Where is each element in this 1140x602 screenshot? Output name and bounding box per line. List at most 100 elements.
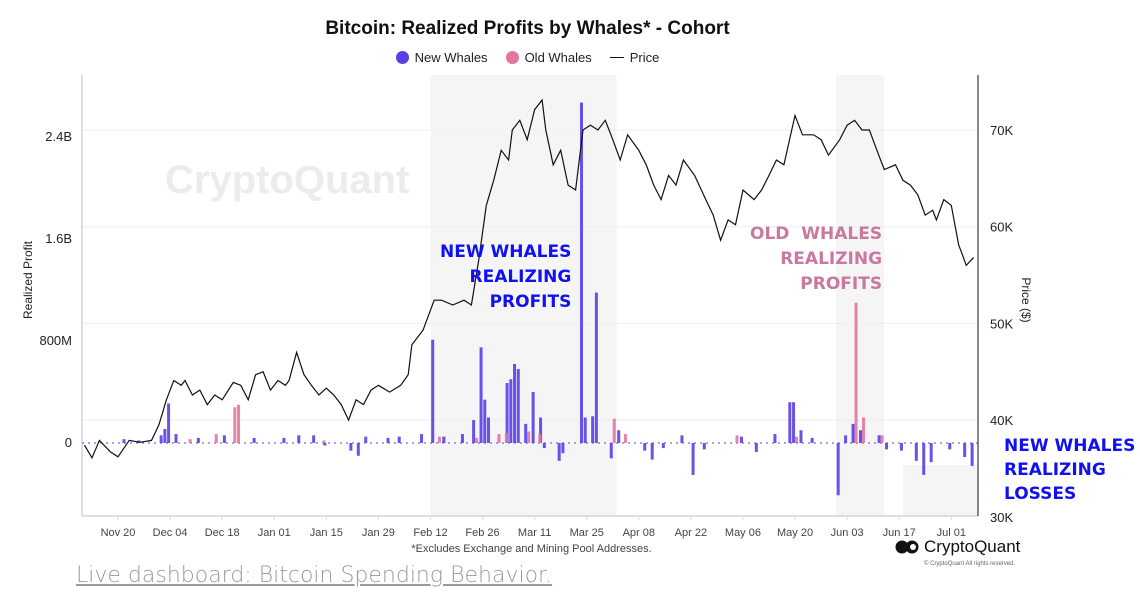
bar-old-whales [322,440,326,443]
bar-new-whales [650,443,654,460]
live-dashboard-link[interactable]: Live dashboard: Bitcoin Spending Behavio… [76,563,553,588]
bar-new-whales [542,443,546,449]
bar-new-whales [513,363,517,443]
bar-new-whales [754,443,758,452]
bar-old-whales [233,407,237,443]
x-tick-label: Apr 08 [623,527,655,539]
bar-new-whales [643,443,647,451]
bar-new-whales [885,443,889,450]
bar-old-whales [854,302,858,443]
bar-new-whales [472,420,476,443]
bar-new-whales [487,417,490,443]
legend-item-price[interactable]: Price [609,50,660,65]
bar-new-whales [479,347,483,443]
watermark: CryptoQuant [165,158,410,202]
y-tick-label: 0 [65,435,72,450]
x-tick-label: Feb 12 [413,527,447,539]
bar-new-whales [799,430,803,443]
bar-new-whales [922,443,926,475]
bar-new-whales [580,102,583,443]
legend-swatch [505,51,519,64]
y2-tick-label: 60K [990,220,1013,235]
y-tick-label: 2.4B [45,129,72,144]
bar-new-whales [836,443,840,496]
x-tick-label: Jun 17 [883,527,916,539]
bar-new-whales [159,435,163,443]
bar-new-whales [810,437,814,443]
highlight-region [902,465,978,516]
x-tick-label: Feb 26 [465,527,499,539]
bar-new-whales [460,434,464,443]
bar-new-whales [297,435,301,443]
bar-old-whales [188,439,192,443]
bar-new-whales [516,369,520,443]
bar-new-whales [609,443,613,459]
bar-old-whales [862,417,865,443]
bar-old-whales [475,437,479,443]
bar-new-whales [196,437,200,443]
x-tick-label: Jan 01 [258,527,291,539]
brand-logo: CryptoQuant [895,537,1020,557]
bar-old-whales [437,436,441,443]
x-tick-label: Mar 11 [518,527,551,539]
bar-new-whales [557,443,561,461]
x-tick-label: Dec 18 [205,527,240,539]
bar-new-whales [483,399,487,443]
x-tick-label: Dec 04 [153,527,188,539]
legend-item-new-whales[interactable]: New Whales [395,50,488,65]
bar-old-whales [214,434,218,443]
x-tick-label: Jan 15 [310,527,343,539]
bar-new-whales [899,443,903,451]
bar-new-whales [442,436,446,443]
bar-new-whales [970,443,974,466]
bar-new-whales [591,416,595,443]
bar-old-whales [538,434,542,443]
bar-new-whales [505,383,509,443]
x-tick-label: Jun 03 [831,527,864,539]
bar-old-whales [527,431,531,443]
annotation-new-whales-losses: NEW WHALES REALIZING LOSSES [1004,436,1136,504]
bar-new-whales [431,339,435,443]
x-tick-label: Jul 01 [937,527,966,539]
bar-new-whales [561,443,565,454]
x-tick-label: Nov 20 [101,527,136,539]
y-tick-label: 800M [39,333,72,348]
bar-new-whales [122,439,126,443]
bar-new-whales [397,436,401,443]
bar-new-whales [594,292,598,443]
bar-new-whales [312,435,316,443]
legend-label: Old Whales [524,50,592,65]
y2-tick-label: 30K [990,510,1013,525]
bar-new-whales [167,403,171,443]
bar-new-whales [349,443,353,451]
bar-new-whales [583,417,587,443]
y2-tick-label: 70K [990,123,1013,138]
bar-new-whales [531,392,535,443]
annotation-old-whales-profits: OLD WHALES REALIZING PROFITS [750,224,883,294]
bar-new-whales [877,435,881,443]
bar-new-whales [851,423,855,443]
brand-name: CryptoQuant [924,537,1021,556]
y2-tick-label: 40K [990,413,1013,428]
bar-new-whales [773,434,777,443]
cryptoquant-logo-icon [895,540,919,554]
y-tick-label: 1.6B [45,231,72,246]
bar-new-whales [509,379,513,443]
annotation-new-whales-profits: NEW WHALES REALIZING PROFITS [440,242,572,312]
x-tick-label: May 06 [725,527,761,539]
bar-new-whales [539,417,543,443]
footnote: *Excludes Exchange and Mining Pool Addre… [411,543,652,555]
bar-new-whales [788,402,792,443]
legend-item-old-whales[interactable]: Old Whales [505,50,592,65]
bar-new-whales [163,428,167,443]
bar-old-whales [735,435,739,443]
legend-label: Price [629,50,660,65]
bar-old-whales [237,404,241,443]
x-tick-label: May 20 [777,527,813,539]
bar-new-whales [617,430,621,443]
y2-tick-label: 50K [990,316,1013,331]
bar-old-whales [623,434,627,443]
bar-old-whales [497,434,501,443]
legend-label: New Whales [414,50,488,65]
